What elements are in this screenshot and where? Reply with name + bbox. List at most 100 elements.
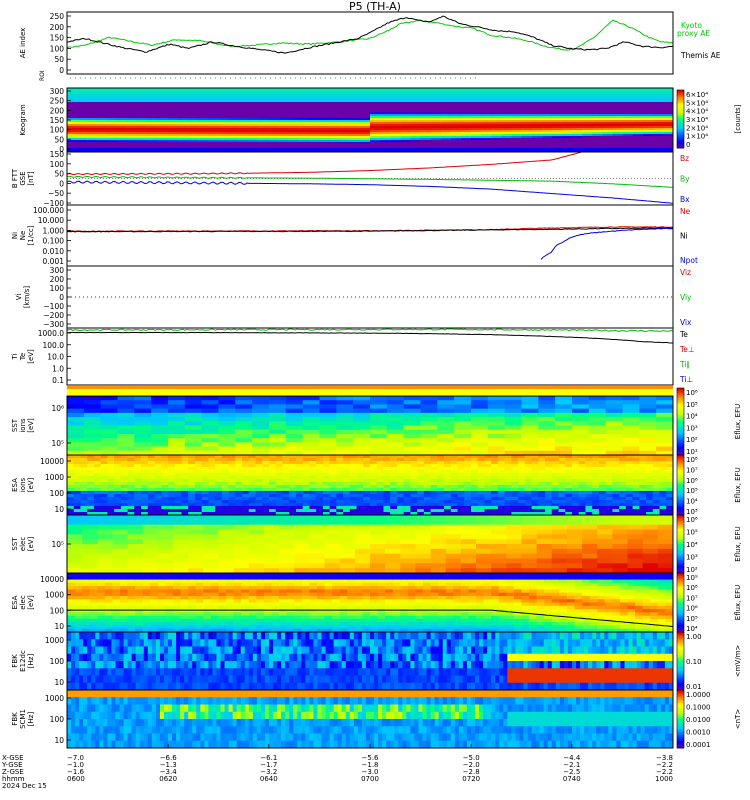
esa_ion-cell [100,455,108,459]
density-ylabel-line: Ni [11,232,19,239]
sst_ion-cell [252,421,270,427]
keogram-cell [238,142,250,145]
esa_ion-cell [208,464,216,468]
keogram-cell [632,132,644,135]
esa_ion-cell [491,467,499,471]
esa_ion-cell [134,488,142,492]
esa_ion-cell [545,482,553,486]
esa_ion-cell [666,458,673,462]
esa_ion-cell [80,470,88,474]
keogram-cell [147,106,159,109]
sst_ion-colorbar-cell [677,388,684,391]
esa_ion-cell [504,467,512,471]
keogram-cell [370,126,381,129]
esa_ion-cell [289,473,297,477]
esa_ion-cell [390,473,398,477]
sst_ion-cell [588,400,607,406]
esa_ion-cell [93,476,102,480]
esa_ion-colorbar-cell [677,464,684,466]
esa_ion-cell [565,485,573,489]
ae-ytick-label: 0 [59,66,64,75]
keogram-cell [481,150,492,152]
keogram-cell [572,124,583,127]
esa_ion-cell [343,491,351,495]
esa_ion-cell [141,476,149,480]
sst_ion-cell [622,404,640,410]
keogram-cell [612,124,624,127]
sst_elec-cell [370,524,386,531]
esa_ion-cell [194,455,203,459]
keogram-cell [511,92,523,95]
sst_ion-cell [639,433,657,439]
esa_ion-cell [134,476,142,480]
keogram-cell [269,124,280,127]
keogram-cell [642,92,654,95]
keogram-cell [582,104,593,107]
velocity-ytick-label: 200 [50,275,65,284]
esa_ion-cell [585,497,593,501]
sst_ion-cell [471,408,489,414]
keogram-cell [127,132,139,135]
esa_ion-cell [578,464,587,468]
esa_ion-cell [538,512,546,515]
keogram-cell [561,142,573,145]
esa_ion-cell [363,512,371,515]
keogram-cell [642,110,654,113]
keogram-cell [309,140,321,143]
keogram-cell [188,106,199,109]
sst_elec-cell [385,553,401,560]
esa_ion-cell [538,509,546,513]
keogram-cell [117,90,129,93]
keogram-cell [97,98,108,101]
keogram-cell [370,116,381,119]
sst_ion-cell [588,450,607,455]
esa_ion-cell [390,455,398,459]
esa_ion-cell [639,500,647,504]
keogram-cell [87,144,98,147]
esa_ion-cell [625,503,634,507]
keogram-cell [127,150,139,152]
esa_ion-cell [161,491,169,495]
esa_ion-cell [578,494,587,498]
sst_ion-cell [83,421,102,427]
sst_ion-cell [454,425,472,431]
esa_ion-cell [127,512,135,515]
esa_ion-cell [484,464,492,468]
keogram-cell [572,102,583,105]
esa_ion-cell [450,509,459,513]
keogram-cell [582,98,593,101]
keogram-cell [208,100,220,103]
keogram-cell [279,142,290,145]
esa_ion-cell [363,470,371,474]
esa_ion-cell [666,464,673,468]
esa_ion-cell [329,464,337,468]
keogram-cell [471,102,482,105]
velocity-ytick-label: 300 [50,266,65,275]
esa_ion-cell [114,503,122,507]
esa_ion-colorbar-cell [677,470,684,472]
esa_ion-cell [524,512,533,515]
keogram-cell [541,118,553,121]
keogram-cell [87,114,98,117]
keogram-cell [612,134,624,137]
sst_ion-cell [285,425,304,431]
esa_ion-cell [558,473,566,477]
esa_ion-cell [450,497,459,501]
esa_ion-cell [625,479,634,483]
keogram-cell [481,88,492,91]
sst_ion-cell [437,425,455,431]
sst_ion-cell [639,446,657,452]
esa_ion-cell [423,479,432,483]
sst_ion-cell [151,425,169,431]
sst_ion-cell [656,425,673,431]
keogram-cell [460,126,472,129]
esa_ion-cell [87,494,95,498]
keogram-cell [632,116,644,119]
keogram-cell [602,108,613,111]
esa_ion-cell [659,470,667,474]
sst_elec-cell [536,515,553,521]
sst_elec-cell [127,563,144,569]
sst_ion-cell [471,400,489,406]
keogram-cell [107,104,119,107]
esa_ion-cell [80,479,88,483]
